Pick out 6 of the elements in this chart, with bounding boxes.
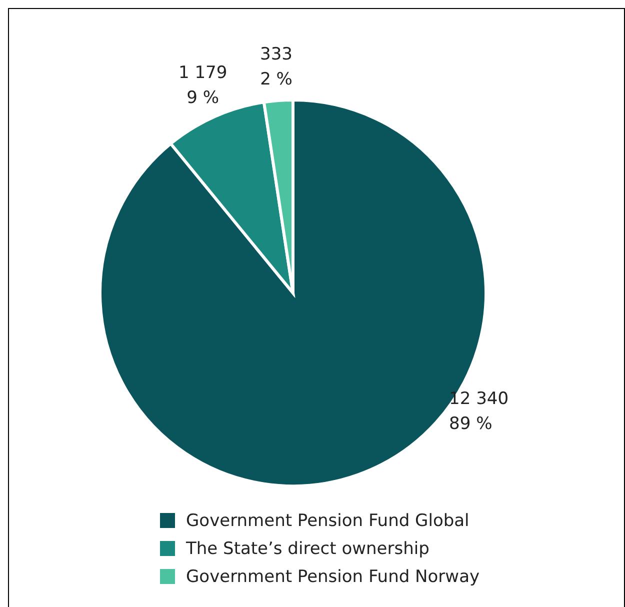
legend-label: The State’s direct ownership [185,539,430,559]
data-label: 1 179 9 % [178,63,228,108]
legend-label: Government Pension Fund Global [186,511,470,531]
data-label: 333 2 % [260,44,292,90]
data-label: 12 340 89 % [449,389,509,434]
legend-label: Government Pension Fund Norway [186,567,480,587]
